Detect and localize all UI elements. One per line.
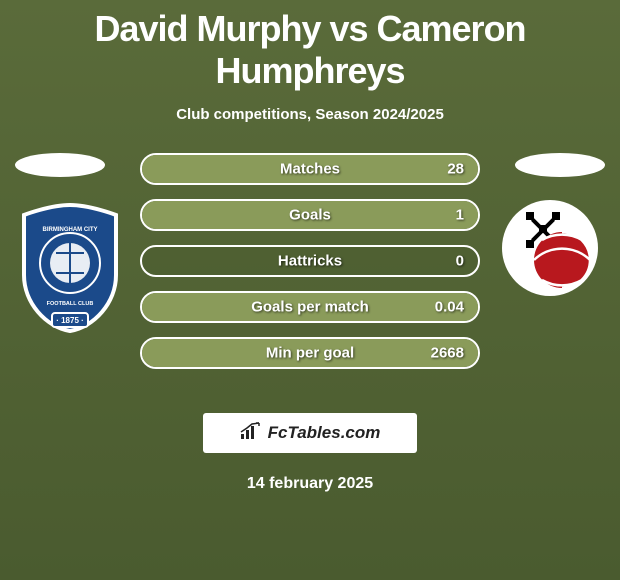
stat-label: Goals xyxy=(289,207,331,224)
stat-bar-min-per-goal: Min per goal 2668 xyxy=(140,337,480,369)
svg-text:FOOTBALL CLUB: FOOTBALL CLUB xyxy=(47,301,94,307)
stat-label: Min per goal xyxy=(266,345,354,362)
stat-right-value: 2668 xyxy=(431,345,464,362)
stat-bar-matches: Matches 28 xyxy=(140,153,480,185)
attribution-text: FcTables.com xyxy=(268,423,381,443)
attribution-badge: FcTables.com xyxy=(203,413,417,453)
stat-right-value: 0.04 xyxy=(435,299,464,316)
stat-label: Matches xyxy=(280,161,340,178)
stat-bars: Matches 28 Goals 1 Hattricks 0 Goals per… xyxy=(140,153,480,383)
comparison-content: BIRMINGHAM CITY FOOTBALL CLUB · 1875 · xyxy=(0,153,620,393)
stat-right-value: 28 xyxy=(447,161,464,178)
stat-right-value: 0 xyxy=(456,253,464,270)
name-pill-left xyxy=(15,153,105,177)
stat-right-value: 1 xyxy=(456,207,464,224)
stat-bar-goals-per-match: Goals per match 0.04 xyxy=(140,291,480,323)
stat-label: Hattricks xyxy=(278,253,342,270)
date-text: 14 february 2025 xyxy=(0,475,620,493)
svg-text:· 1875 ·: · 1875 · xyxy=(56,316,84,325)
page-title: David Murphy vs Cameron Humphreys xyxy=(0,0,620,92)
stat-bar-goals: Goals 1 xyxy=(140,199,480,231)
chart-icon xyxy=(240,422,262,445)
svg-text:BIRMINGHAM CITY: BIRMINGHAM CITY xyxy=(43,227,98,233)
club-crest-right xyxy=(500,198,600,298)
club-crest-left: BIRMINGHAM CITY FOOTBALL CLUB · 1875 · xyxy=(20,203,120,333)
stat-label: Goals per match xyxy=(251,299,369,316)
subtitle: Club competitions, Season 2024/2025 xyxy=(0,106,620,123)
name-pill-right xyxy=(515,153,605,177)
stat-bar-hattricks: Hattricks 0 xyxy=(140,245,480,277)
